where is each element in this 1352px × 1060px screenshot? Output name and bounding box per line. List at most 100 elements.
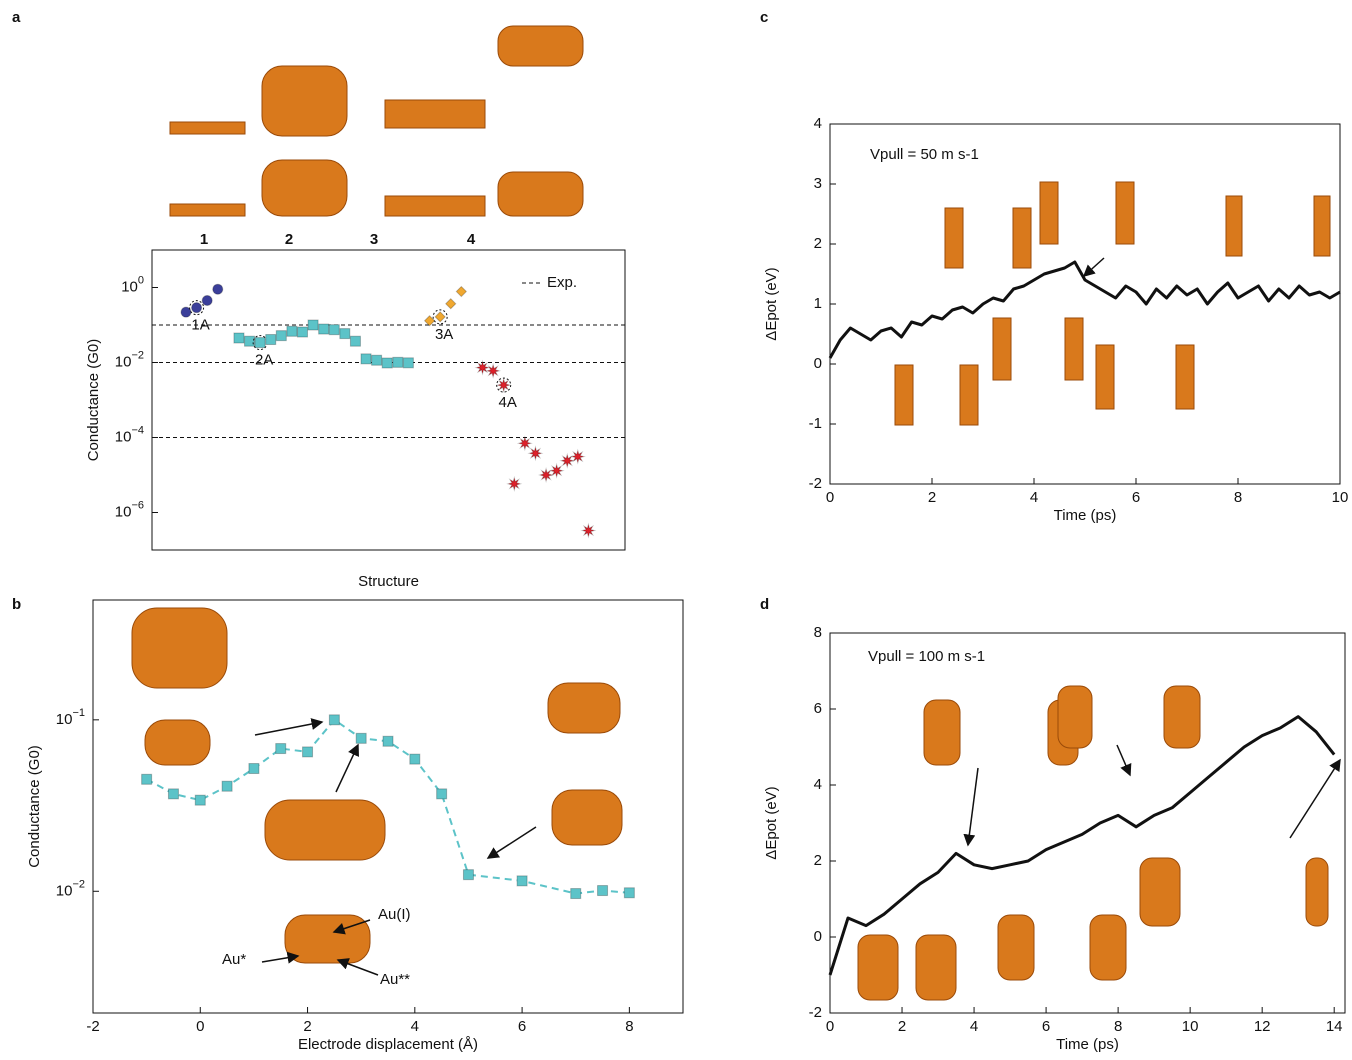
y-tick-label: -2 — [809, 1004, 822, 1021]
point — [275, 330, 287, 342]
point — [392, 356, 404, 368]
point — [355, 732, 367, 744]
point — [275, 743, 287, 755]
annotation: Vpull = 50 m s-1 — [870, 146, 979, 163]
y-tick-label: 100 — [121, 274, 144, 295]
point — [495, 377, 512, 394]
y-tick-label: 10−1 — [56, 707, 85, 728]
y-tick-label: 10−6 — [115, 499, 144, 520]
point — [381, 357, 393, 369]
x-tick-label: 0 — [826, 489, 834, 506]
y-tick-label: 10−2 — [56, 878, 85, 899]
annotation: Vpull = 100 m s-1 — [868, 648, 985, 665]
x-tick-label: 6 — [1132, 489, 1140, 506]
x-tick-label: 8 — [625, 1018, 633, 1035]
point — [191, 302, 203, 314]
y-tick-label: 10−2 — [115, 349, 144, 370]
point — [570, 888, 582, 900]
point — [212, 283, 224, 295]
y-tick-label: 4 — [814, 776, 822, 793]
plot-frame — [829, 632, 1346, 1014]
structure-label: 1 — [200, 231, 208, 248]
point — [296, 326, 308, 338]
point — [248, 763, 260, 775]
point — [623, 887, 635, 899]
x-tick-label: 10 — [1182, 1018, 1199, 1035]
y-tick-label: -1 — [809, 415, 822, 432]
y-tick-label: 4 — [814, 115, 822, 132]
y-axis-label: Conductance (G0) — [26, 745, 43, 868]
x-tick-label: -2 — [86, 1018, 99, 1035]
x-tick-label: 12 — [1254, 1018, 1271, 1035]
point — [597, 885, 609, 897]
legend-label: Exp. — [547, 274, 577, 291]
point-label: 1A — [191, 317, 209, 334]
x-axis-label: Time (ps) — [1056, 1036, 1119, 1053]
structure-images — [131, 25, 1331, 1001]
point — [538, 467, 555, 483]
point — [434, 311, 446, 323]
point — [328, 714, 340, 726]
panel-label: b — [12, 596, 21, 613]
series-line — [828, 715, 1336, 976]
point — [318, 323, 330, 335]
point — [382, 735, 394, 747]
highlight-ring — [496, 377, 512, 393]
x-tick-label: 14 — [1326, 1018, 1343, 1035]
x-tick-label: 0 — [826, 1018, 834, 1035]
point-label: 3A — [435, 326, 453, 343]
point — [455, 285, 468, 298]
y-tick-label: -2 — [809, 475, 822, 492]
y-tick-label: 6 — [814, 700, 822, 717]
panel-label: a — [12, 9, 21, 26]
point — [445, 297, 457, 310]
x-tick-label: 4 — [1030, 489, 1038, 506]
point — [580, 522, 597, 539]
point — [302, 746, 314, 758]
x-axis-label: Time (ps) — [1054, 507, 1117, 524]
y-axis-label: ΔEpot (eV) — [763, 786, 780, 859]
x-tick-label: 2 — [898, 1018, 906, 1035]
point — [527, 445, 544, 462]
y-axis-label: Conductance (G0) — [85, 339, 102, 462]
panel-label: d — [760, 596, 769, 613]
x-tick-label: 6 — [518, 1018, 526, 1035]
structure-label: 3 — [370, 231, 378, 248]
y-tick-label: 1 — [814, 295, 822, 312]
x-tick-label: 4 — [411, 1018, 419, 1035]
point-label: 4A — [499, 394, 517, 411]
plot-frame — [829, 123, 1341, 485]
x-axis-label: Electrode displacement (Å) — [298, 1036, 478, 1053]
y-tick-label: 8 — [814, 624, 822, 641]
point — [402, 357, 414, 369]
x-tick-label: 10 — [1332, 489, 1349, 506]
point — [516, 875, 528, 887]
point — [506, 475, 523, 492]
x-tick-label: 2 — [928, 489, 936, 506]
x-tick-label: 8 — [1114, 1018, 1122, 1035]
point — [559, 452, 576, 469]
point-label: 2A — [255, 352, 273, 369]
point — [201, 295, 213, 307]
point — [423, 315, 436, 327]
annotation-arrows — [254, 257, 1341, 976]
point — [221, 780, 233, 792]
point — [167, 788, 179, 800]
point — [233, 332, 245, 344]
highlight-ring — [432, 309, 448, 325]
point — [409, 753, 421, 765]
structure-label: 4 — [467, 231, 476, 248]
point — [436, 788, 448, 800]
point — [548, 462, 565, 479]
x-tick-label: 0 — [196, 1018, 204, 1035]
point — [339, 328, 351, 340]
y-tick-label: 2 — [814, 235, 822, 252]
series-line — [828, 260, 1341, 359]
point — [349, 335, 361, 347]
y-tick-label: 0 — [814, 355, 822, 372]
point — [474, 359, 491, 376]
annotation: Au** — [380, 971, 410, 988]
point — [244, 335, 256, 347]
y-tick-label: 3 — [814, 175, 822, 192]
